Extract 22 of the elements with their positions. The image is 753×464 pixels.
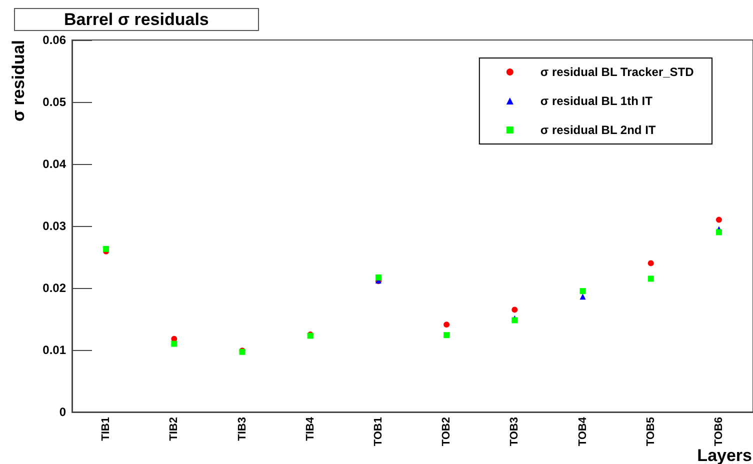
x-tick-label: TOB2 <box>440 417 453 446</box>
y-tick-label: 0.01 <box>42 343 66 357</box>
x-tick-label: TOB3 <box>508 417 521 446</box>
x-tick-label: TIB2 <box>168 417 180 441</box>
x-tick-label: TOB1 <box>372 417 384 446</box>
y-tick-label: 0.06 <box>42 33 66 47</box>
chart-title: Barrel σ residuals <box>64 10 209 29</box>
x-tick-label: TIB1 <box>100 417 112 441</box>
legend-label: σ residual BL 2nd IT <box>540 123 656 137</box>
x-tick-label: TIB4 <box>304 416 316 441</box>
y-axis-title: σ residual <box>9 40 28 122</box>
x-tick-label: TOB5 <box>644 417 657 446</box>
y-tick-label: 0 <box>59 405 66 419</box>
y-tick-label: 0.04 <box>42 157 66 171</box>
x-tick-label: TOB4 <box>576 416 589 446</box>
x-tick-label: TOB6 <box>712 417 725 446</box>
x-tick-label: TIB3 <box>236 417 248 441</box>
y-tick-label: 0.03 <box>42 219 66 233</box>
y-tick-label: 0.05 <box>42 95 66 109</box>
y-tick-label: 0.02 <box>42 281 66 295</box>
legend-label: σ residual BL 1th IT <box>540 94 654 108</box>
legend-label: σ residual BL Tracker_STD <box>540 65 694 79</box>
